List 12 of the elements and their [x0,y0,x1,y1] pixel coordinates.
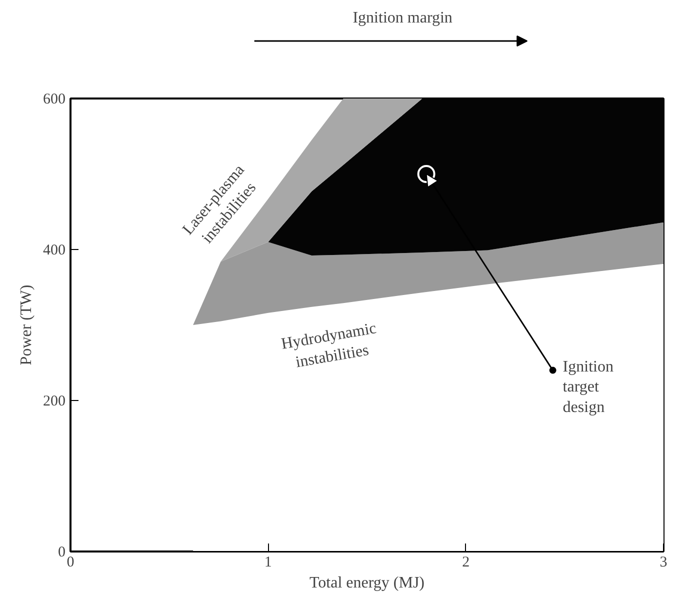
x-tick-label: 1 [264,554,272,570]
x-tick-label: 2 [462,554,470,570]
y-tick-label: 600 [43,92,66,108]
x-tick-label: 3 [660,554,668,570]
y-axis-title: Power (TW) [18,284,35,366]
annotation: Ignition target design [562,358,614,416]
y-tick-label: 200 [43,394,66,410]
x-axis-title: Total energy (MJ) [310,574,424,592]
color-bar-title: Ignition margin [352,10,452,26]
annotation: Hydrodynamic instabilities [280,320,378,372]
y-tick-label: 400 [43,242,66,258]
y-tick-label: 0 [58,544,66,560]
